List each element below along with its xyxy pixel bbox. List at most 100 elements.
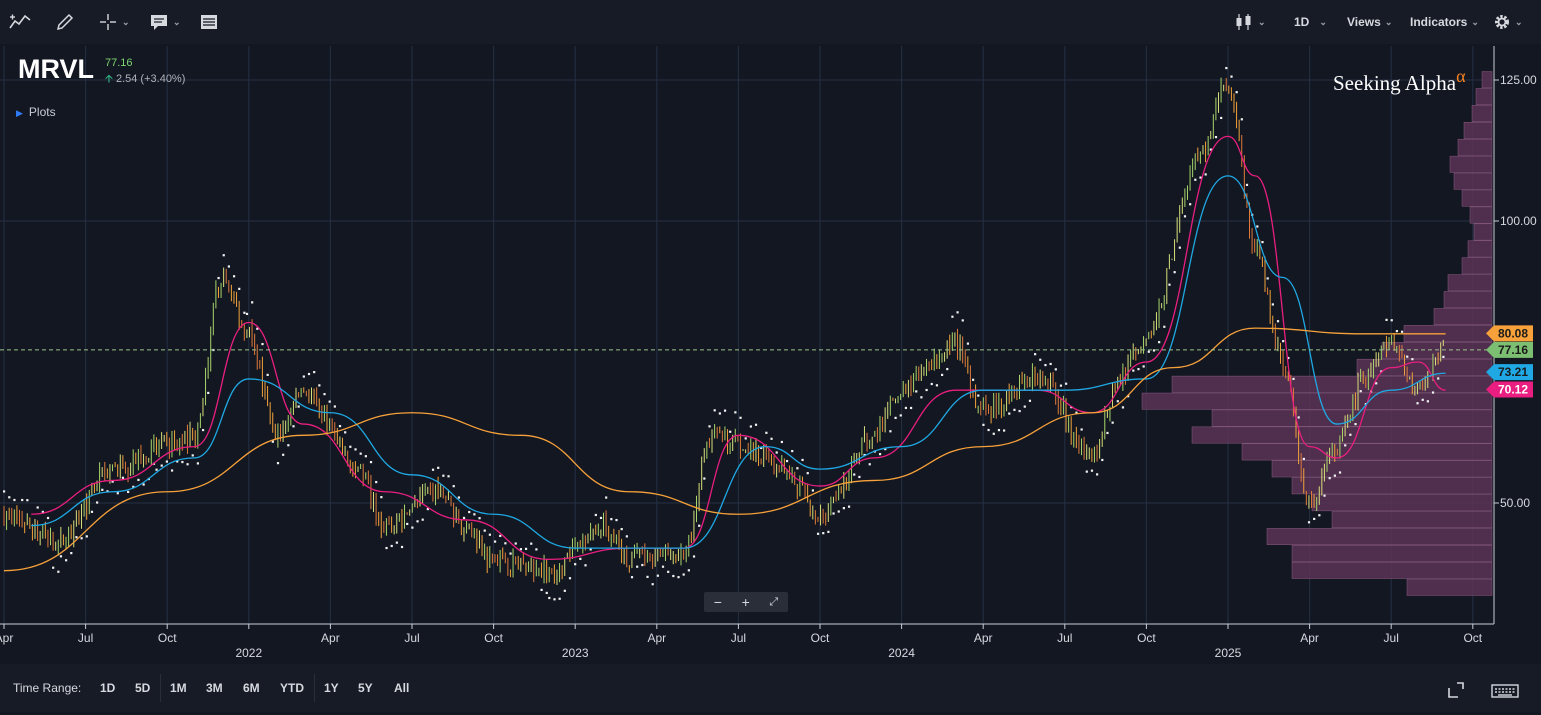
crosshair-icon[interactable]: ⌄ <box>98 8 130 36</box>
candlestick-icon[interactable]: ⌄ <box>1234 8 1266 36</box>
psar-dot <box>630 576 634 579</box>
range-button-1m[interactable]: 1M <box>170 681 187 695</box>
psar-dot <box>1121 406 1125 409</box>
psar-dot <box>1132 369 1135 372</box>
psar-dot <box>729 430 732 433</box>
indicators-button[interactable]: Indicators ⌄ <box>1410 8 1479 36</box>
psar-dot <box>1075 411 1078 414</box>
range-button-3m[interactable]: 3M <box>206 681 223 695</box>
psar-dot <box>266 373 269 376</box>
psar-dot <box>1199 176 1202 179</box>
psar-dot <box>646 575 649 578</box>
psar-dot <box>1127 395 1130 398</box>
psar-dot <box>426 507 429 511</box>
psar-dot <box>1003 429 1006 432</box>
plots-toggle[interactable]: ▶ Plots <box>16 105 56 119</box>
range-button-5y[interactable]: 5Y <box>358 681 373 695</box>
x-tick-label: Apr <box>0 631 13 645</box>
range-button-1y[interactable]: 1Y <box>324 681 339 695</box>
y-tick-label: 125.00 <box>1500 73 1537 87</box>
psar-dot <box>677 576 680 579</box>
volume-profile-bar <box>1311 494 1493 512</box>
psar-dot <box>832 512 835 515</box>
psar-dot <box>70 551 73 555</box>
interval-button[interactable]: 1D ⌄ <box>1294 8 1327 36</box>
range-button-5d[interactable]: 5D <box>135 681 151 695</box>
psar-dot <box>431 468 435 471</box>
range-button-all[interactable]: All <box>394 681 410 695</box>
psar-dot <box>1256 225 1259 228</box>
x-tick-label: Jul <box>78 631 93 645</box>
psar-dot <box>127 490 130 494</box>
range-button-ytd[interactable]: YTD <box>280 681 304 695</box>
psar-dot <box>375 480 378 484</box>
expand-icon[interactable]: ⤢ <box>769 595 779 608</box>
psar-dot <box>754 423 758 426</box>
psar-dot <box>744 437 747 440</box>
draw-trend-icon[interactable] <box>8 8 32 36</box>
psar-dot <box>584 564 587 567</box>
time-range-label: Time Range: <box>13 681 82 695</box>
keyboard-icon[interactable] <box>1491 677 1519 705</box>
psar-dot <box>1049 362 1052 366</box>
x-tick-label: Apr <box>321 631 340 645</box>
zoom-in-button[interactable]: + <box>741 594 750 610</box>
psar-dot <box>137 478 140 482</box>
psar-dot <box>313 370 316 374</box>
psar-dot <box>13 498 16 502</box>
psar-dot <box>827 530 830 533</box>
range-button-6m[interactable]: 6M <box>243 681 260 695</box>
psar-dot <box>52 566 55 569</box>
psar-dot <box>1442 355 1445 358</box>
psar-dot <box>176 460 179 463</box>
psar-dot <box>85 535 88 538</box>
y-tick-label: 50.00 <box>1500 496 1530 510</box>
x-tick-label: Oct <box>1137 631 1156 645</box>
psar-dot <box>925 388 928 392</box>
fullscreen-icon[interactable] <box>1447 676 1465 704</box>
psar-dot <box>672 574 675 578</box>
psar-dot <box>354 448 357 451</box>
comment-icon[interactable]: ⌄ <box>149 8 181 36</box>
psar-dot <box>946 367 949 371</box>
psar-dot <box>558 597 561 600</box>
psar-dot <box>245 312 249 316</box>
table-icon[interactable] <box>200 8 218 36</box>
psar-dot <box>251 301 254 304</box>
volume-profile-bar <box>1457 138 1493 156</box>
psar-dot <box>478 517 481 520</box>
psar-dot <box>1400 330 1404 333</box>
psar-dot <box>57 570 60 573</box>
views-button[interactable]: Views ⌄ <box>1347 8 1392 36</box>
psar-dot <box>1385 318 1388 321</box>
zoom-out-button[interactable]: − <box>713 594 722 610</box>
psar-dot <box>318 384 321 387</box>
psar-dot <box>625 535 628 538</box>
price-chart[interactable]: 50.00 100.00 125.00 Apr Jul Oct 2022 Apr Jul Oct 2… <box>0 44 1541 664</box>
psar-dot <box>364 455 367 458</box>
psar-dot <box>1018 409 1021 413</box>
gear-icon[interactable]: ⌄ <box>1493 8 1523 36</box>
psar-dot <box>1349 433 1352 436</box>
psar-dot <box>1220 116 1223 120</box>
psar-dot <box>718 412 721 415</box>
psar-dot <box>847 505 851 508</box>
psar-dot <box>1240 118 1243 121</box>
psar-dot <box>992 432 995 435</box>
psar-dot <box>101 488 104 491</box>
psar-dot <box>504 542 507 545</box>
psar-dot <box>59 555 63 558</box>
psar-dot <box>395 541 398 544</box>
psar-dot <box>509 552 512 555</box>
brand-logo: Seeking Alphaα <box>1333 66 1466 96</box>
psar-dot <box>739 416 742 419</box>
volume-profile-bar <box>1266 528 1493 545</box>
psar-dot <box>1023 405 1026 408</box>
psar-dot <box>1096 473 1099 476</box>
psar-dot <box>940 373 944 377</box>
range-button-1d[interactable]: 1D <box>100 681 116 695</box>
pencil-icon[interactable] <box>55 8 75 36</box>
psar-dot <box>708 425 711 428</box>
psar-dot <box>1307 521 1311 524</box>
price-tag-label: 70.12 <box>1498 383 1528 397</box>
